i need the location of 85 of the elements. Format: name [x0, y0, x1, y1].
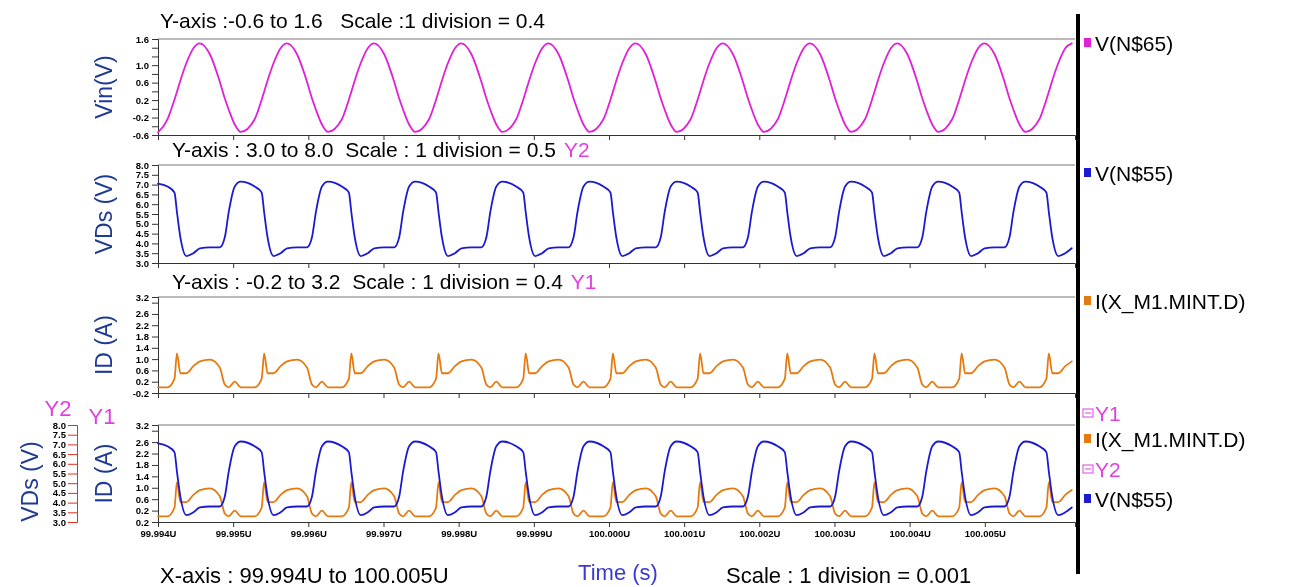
y-tick-label: 1.8	[135, 331, 149, 343]
y-tick-label: 0.2	[135, 516, 149, 528]
y-tick-label: 0.2	[135, 376, 149, 388]
y-tick-label: 5.5	[135, 208, 150, 220]
y-tick-label: 1.6	[135, 33, 149, 45]
y-tick-label: 2.2	[135, 319, 149, 331]
text: Y2	[563, 138, 590, 161]
y2-tick-label: 4.5	[52, 487, 67, 499]
legend-label: I(X_M1.MINT.D)	[1095, 428, 1246, 452]
legend-label: I(X_M1.MINT.D)	[1095, 290, 1246, 314]
legend-label: V(N$55)	[1095, 162, 1174, 185]
y-tick-label: 0.2	[135, 505, 149, 517]
x-tick-label: 99.999U	[516, 527, 553, 539]
y-tick-label: 1.8	[135, 459, 149, 471]
y-tick-label: 5.0	[135, 218, 149, 230]
y-tick-label: 0.6	[135, 493, 149, 505]
x-tick-label: 100.005U	[964, 527, 1007, 539]
x-tick-label: 100.002U	[739, 527, 781, 539]
line-series	[157, 352, 1073, 389]
x-tick-label: 99.994U	[140, 527, 177, 539]
line-series	[157, 42, 1073, 134]
y-tick-label: 7.0	[135, 179, 149, 191]
y-tick-label: 2.2	[135, 448, 149, 460]
text: Y2	[44, 396, 72, 421]
x-tick-label: 99.995U	[215, 527, 252, 539]
y2-tick-label: 5.0	[52, 477, 66, 489]
y-tick-label: 8.0	[135, 159, 149, 171]
text: Y2	[1095, 458, 1121, 481]
y2-tick-label: 4.0	[52, 497, 66, 509]
text: Y1	[570, 270, 597, 293]
y-tick-label: 3.5	[135, 247, 150, 259]
y-tick-label: 1.4	[135, 342, 150, 354]
y-tick-label: 3.2	[135, 419, 149, 431]
y-tick-label: 4.5	[135, 228, 150, 240]
x-tick-label: 99.998U	[441, 527, 478, 539]
y2-tick-label: 7.0	[52, 438, 66, 450]
y-tick-label: 3.0	[135, 257, 149, 269]
x-tick-label: 99.996U	[290, 527, 327, 539]
line-series	[157, 180, 1073, 258]
y2-tick-label: 3.0	[52, 516, 66, 528]
y-tick-label: 1.0	[135, 353, 149, 365]
y2-tick-label: 8.0	[52, 419, 66, 431]
y2-tick-label: 5.5	[52, 468, 67, 480]
chart-title: Y-axis : 3.0 to 8.0 Scale : 1 division = 0.5	[172, 138, 556, 161]
y-tick-label: -0.2	[132, 112, 149, 124]
y-tick-label: 0.6	[135, 364, 149, 376]
x-tick-label: 99.997U	[366, 527, 403, 539]
y2-tick-label: 6.0	[52, 458, 66, 470]
y-tick-label: 4.0	[135, 237, 149, 249]
y-tick-label: 2.6	[135, 436, 149, 448]
y-axis-title: ID (A)	[91, 314, 117, 376]
text: X-axis : 99.994U to 100.005U	[160, 563, 449, 587]
y2-tick-label: 6.5	[52, 448, 67, 460]
y-axis-title: VDs (V)	[91, 173, 117, 255]
y-tick-label: 1.0	[135, 482, 149, 494]
y-tick-label: -0.2	[132, 387, 149, 399]
y-axis-title: ID (A)	[91, 443, 117, 504]
y-tick-label: 7.5	[135, 169, 150, 181]
chart-title: Y-axis : -0.2 to 3.2 Scale : 1 division = 0.4	[172, 270, 564, 293]
y-tick-label: 6.0	[135, 198, 149, 210]
text: Scale : 1 division = 0.001	[726, 563, 972, 587]
legend-label: V(N$65)	[1095, 32, 1174, 55]
line-series	[157, 440, 1073, 517]
chart-title: Y-axis :-0.6 to 1.6 Scale :1 division = 0.4	[160, 9, 546, 32]
text: Y1	[1095, 402, 1121, 425]
y-tick-label: 3.2	[135, 291, 149, 303]
y-tick-label: -0.6	[132, 129, 149, 141]
text: Y1	[88, 404, 116, 429]
y-tick-label: 1.4	[135, 470, 150, 482]
y-tick-label: 0.6	[135, 77, 149, 89]
y2-tick-label: 3.5	[52, 506, 67, 518]
y-axis-title: Vin(V)	[91, 55, 117, 119]
x-axis-title: Time (s)	[578, 560, 658, 585]
y2-tick-label: 7.5	[52, 429, 67, 441]
x-tick-label: 100.003U	[814, 527, 856, 539]
x-tick-label: 100.001U	[664, 527, 706, 539]
line-series	[157, 481, 1073, 518]
y-tick-label: 2.6	[135, 308, 149, 320]
legend-label: V(N$55)	[1095, 488, 1174, 511]
y2-axis-title: VDs (V)	[17, 441, 43, 522]
x-tick-label: 100.004U	[889, 527, 931, 539]
y-tick-label: 1.0	[135, 59, 149, 71]
y-tick-label: 0.2	[135, 94, 149, 106]
y-tick-label: 6.5	[135, 188, 150, 200]
x-tick-label: 100.000U	[588, 527, 631, 539]
